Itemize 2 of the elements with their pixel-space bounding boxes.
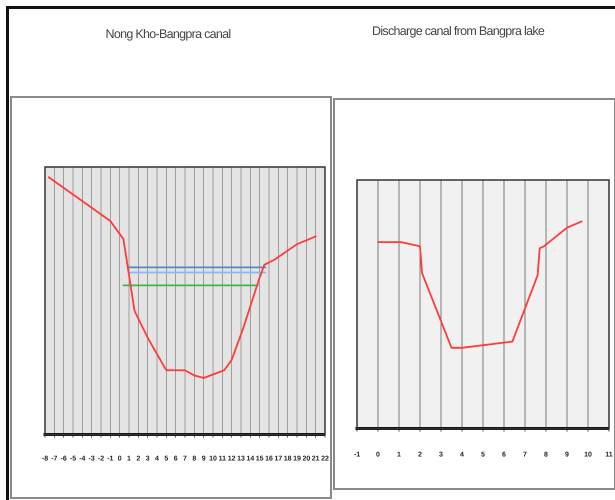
chart-title: Nong Kho-Bangpra canal [106, 27, 230, 41]
chart-title: Discharge canal from Bangpra lake [372, 24, 544, 38]
